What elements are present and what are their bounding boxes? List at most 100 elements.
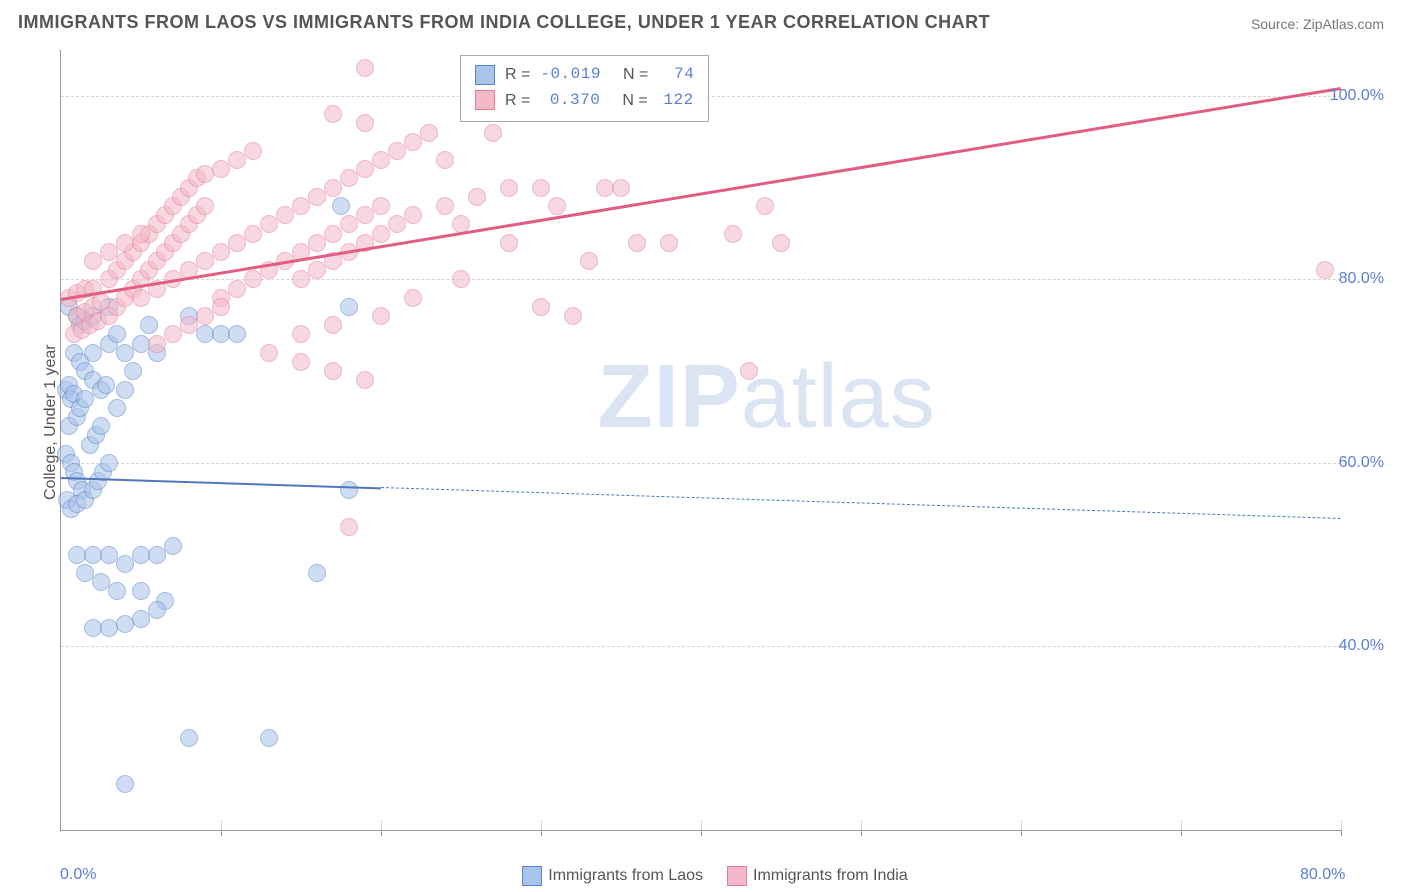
data-point	[404, 289, 422, 307]
legend-swatch	[727, 866, 747, 886]
data-point	[108, 582, 126, 600]
data-point	[340, 481, 358, 499]
x-tick	[1021, 830, 1022, 836]
data-point	[452, 270, 470, 288]
data-point	[340, 215, 358, 233]
data-point	[596, 179, 614, 197]
data-point	[116, 234, 134, 252]
data-point	[628, 234, 646, 252]
data-point	[148, 601, 166, 619]
legend-label: Immigrants from Laos	[548, 867, 703, 884]
data-point	[340, 169, 358, 187]
gridline-vertical	[701, 820, 702, 830]
data-point	[324, 362, 342, 380]
x-tick	[381, 830, 382, 836]
data-point	[612, 179, 630, 197]
data-point	[356, 59, 374, 77]
data-point	[500, 179, 518, 197]
correlation-legend: R =-0.019N =74R =0.370N =122	[460, 55, 709, 122]
y-tick-label: 100.0%	[1330, 87, 1384, 105]
data-point	[132, 582, 150, 600]
data-point	[548, 197, 566, 215]
data-point	[164, 537, 182, 555]
data-point	[212, 243, 230, 261]
data-point	[124, 362, 142, 380]
data-point	[580, 252, 598, 270]
data-point	[404, 206, 422, 224]
data-point	[228, 234, 246, 252]
gridline-vertical	[1341, 820, 1342, 830]
x-tick	[221, 830, 222, 836]
legend-label: Immigrants from India	[753, 867, 908, 884]
data-point	[292, 353, 310, 371]
y-tick-label: 60.0%	[1339, 454, 1384, 472]
data-point	[260, 729, 278, 747]
data-point	[212, 160, 230, 178]
gridline-vertical	[1181, 820, 1182, 830]
data-point	[148, 335, 166, 353]
data-point	[276, 206, 294, 224]
data-point	[164, 325, 182, 343]
source-attribution: Source: ZipAtlas.com	[1251, 16, 1384, 32]
y-tick-label: 80.0%	[1339, 270, 1384, 288]
legend-bottom: Immigrants from Laos Immigrants from Indi…	[0, 866, 1406, 886]
gridline-vertical	[861, 820, 862, 830]
y-tick-label: 40.0%	[1339, 637, 1384, 655]
data-point	[532, 179, 550, 197]
x-tick-label: 80.0%	[1300, 866, 1345, 884]
data-point	[100, 243, 118, 261]
data-point	[660, 234, 678, 252]
data-point	[244, 142, 262, 160]
legend-swatch	[522, 866, 542, 886]
data-point	[97, 376, 115, 394]
data-point	[340, 518, 358, 536]
y-axis-label: College, Under 1 year	[42, 344, 60, 500]
data-point	[324, 179, 342, 197]
data-point	[292, 197, 310, 215]
data-point	[372, 307, 390, 325]
x-tick	[1341, 830, 1342, 836]
gridline-vertical	[221, 820, 222, 830]
data-point	[180, 729, 198, 747]
data-point	[132, 289, 150, 307]
data-point	[292, 270, 310, 288]
data-point	[340, 298, 358, 316]
data-point	[332, 197, 350, 215]
gridline-vertical	[381, 820, 382, 830]
data-point	[76, 390, 94, 408]
data-point	[108, 399, 126, 417]
data-point	[132, 610, 150, 628]
data-point	[356, 160, 374, 178]
data-point	[356, 371, 374, 389]
gridline-horizontal	[61, 646, 1341, 647]
data-point	[388, 215, 406, 233]
data-point	[116, 381, 134, 399]
correlation-legend-row: R =-0.019N =74	[475, 62, 694, 88]
data-point	[468, 188, 486, 206]
data-point	[108, 325, 126, 343]
data-point	[292, 325, 310, 343]
data-point	[308, 564, 326, 582]
data-point	[308, 188, 326, 206]
data-point	[196, 252, 214, 270]
data-point	[228, 280, 246, 298]
data-point	[372, 151, 390, 169]
data-point	[196, 197, 214, 215]
data-point	[196, 307, 214, 325]
data-point	[356, 114, 374, 132]
data-point	[484, 124, 502, 142]
data-point	[324, 316, 342, 334]
x-tick-label: 0.0%	[60, 866, 96, 884]
data-point	[100, 454, 118, 472]
data-point	[308, 234, 326, 252]
data-point	[260, 344, 278, 362]
data-point	[1316, 261, 1334, 279]
data-point	[260, 215, 278, 233]
data-point	[148, 546, 166, 564]
gridline-vertical	[541, 820, 542, 830]
data-point	[372, 225, 390, 243]
data-point	[116, 775, 134, 793]
trend-line	[381, 487, 1341, 519]
data-point	[500, 234, 518, 252]
data-point	[116, 344, 134, 362]
